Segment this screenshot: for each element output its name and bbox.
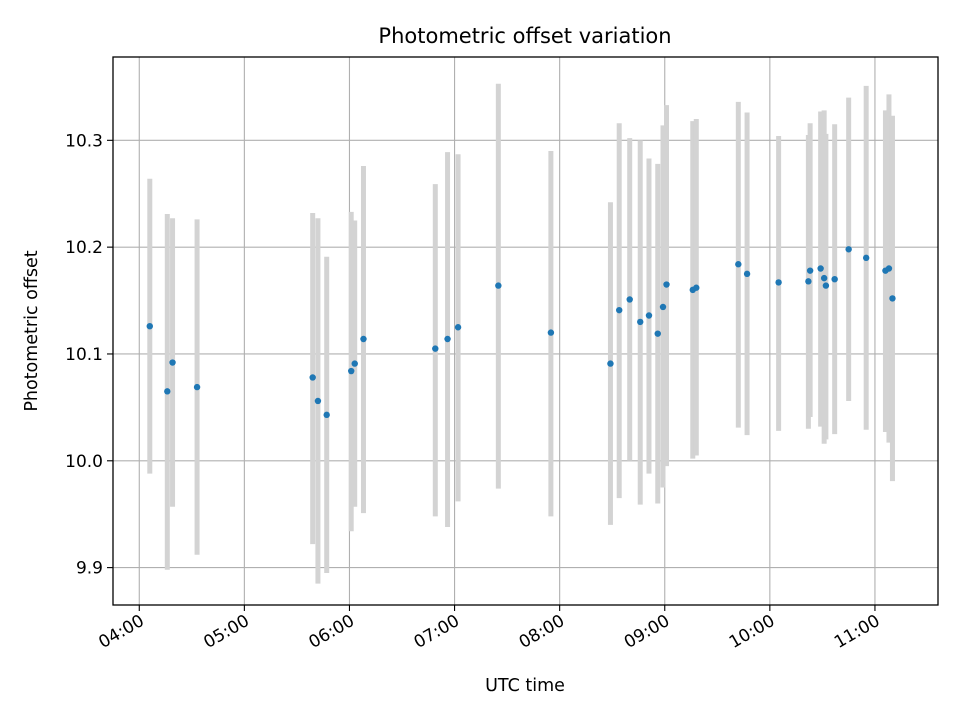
plot-frame: [112, 56, 939, 606]
data-point: [775, 279, 782, 286]
data-point: [432, 345, 439, 352]
point-layer: [146, 246, 896, 419]
data-point: [626, 296, 633, 303]
data-point: [323, 411, 330, 419]
data-point: [817, 265, 824, 272]
data-point: [495, 282, 502, 289]
data-point: [806, 267, 814, 274]
data-point: [885, 265, 893, 272]
data-point: [820, 274, 828, 282]
data-point: [637, 318, 644, 326]
x-axis-label: UTC time: [485, 676, 565, 696]
data-point: [743, 270, 751, 278]
y-tick-label: 10.1: [65, 345, 103, 365]
data-point: [314, 397, 322, 405]
data-point: [444, 335, 451, 343]
data-point: [645, 312, 653, 319]
data-point: [351, 360, 358, 367]
data-point: [360, 335, 367, 343]
data-point: [169, 359, 176, 366]
data-point: [309, 374, 316, 381]
data-point: [454, 324, 462, 331]
y-tick-label: 10.3: [65, 131, 103, 151]
data-point: [164, 388, 171, 395]
data-point: [193, 383, 201, 391]
data-point: [805, 278, 812, 285]
data-point: [889, 295, 896, 302]
data-point: [607, 360, 614, 367]
data-point: [654, 330, 661, 337]
y-tick-label: 10.2: [65, 238, 103, 258]
data-point: [616, 306, 623, 314]
y-axis-label: Photometric offset: [22, 250, 42, 411]
data-point: [822, 282, 830, 289]
y-tick-label: 10.0: [65, 452, 103, 472]
y-axis: 9.9 10.0 10.1 10.2 10.3: [65, 131, 113, 579]
data-point: [663, 281, 670, 288]
data-point: [831, 275, 838, 283]
data-point: [547, 329, 555, 336]
data-point: [845, 246, 852, 253]
data-point: [862, 254, 870, 262]
data-point: [735, 261, 742, 268]
chart-title: Photometric offset variation: [378, 24, 671, 48]
y-tick-label: 9.9: [76, 559, 103, 579]
data-point: [659, 303, 667, 311]
data-point: [348, 367, 355, 375]
data-point: [693, 284, 700, 291]
data-point: [146, 322, 153, 330]
